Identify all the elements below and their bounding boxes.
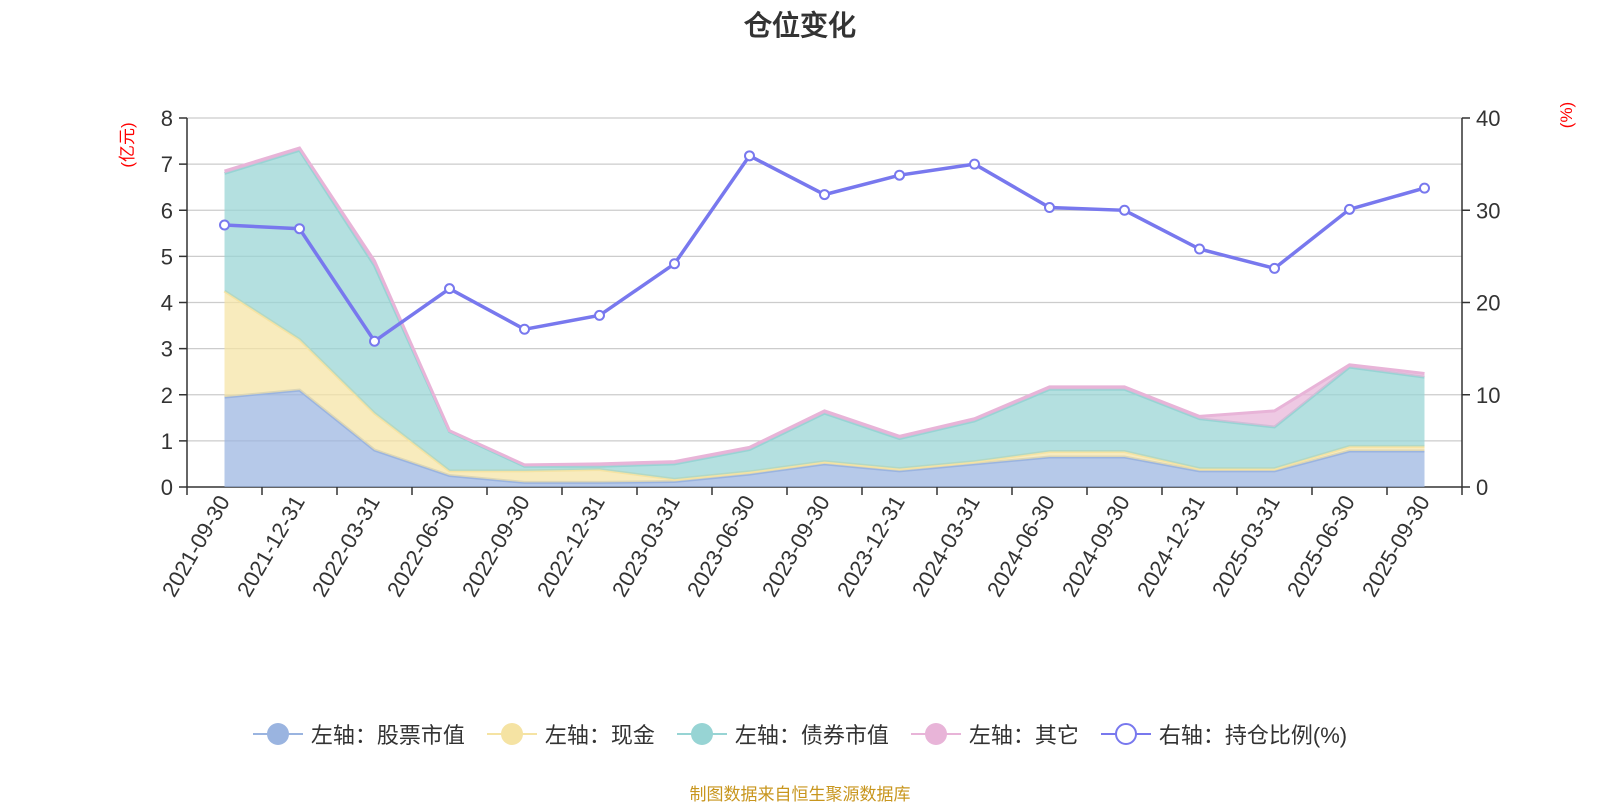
x-axis-tick-label: 2022-06-30 (382, 491, 460, 601)
legend-item-cash[interactable]: 左轴：现金 (486, 718, 655, 750)
chart-canvas: 0123456780102030402021-09-302021-12-3120… (118, 102, 1576, 601)
source-note: 制图数据来自恒生聚源数据库 (689, 785, 911, 804)
legend-label-bond: 左轴：债券市值 (734, 723, 889, 748)
left-axis-tick-label: 0 (161, 475, 173, 500)
ratio-point[interactable] (969, 158, 980, 170)
x-axis-tick-label: 2025-03-31 (1207, 491, 1285, 601)
ratio-point[interactable] (219, 219, 230, 231)
ratio-point[interactable] (744, 150, 755, 162)
ratio-point[interactable] (1119, 204, 1130, 216)
left-axis-tick-label: 4 (161, 291, 173, 316)
left-axis-tick-label: 7 (161, 152, 173, 177)
x-axis-tick-label: 2024-12-31 (1132, 491, 1210, 601)
x-axis-tick-label: 2025-06-30 (1282, 491, 1360, 601)
right-axis-tick-label: 0 (1476, 475, 1488, 500)
legend-swatch-other-icon (910, 720, 961, 748)
ratio-point[interactable] (444, 283, 455, 295)
right-axis-tick-label: 10 (1476, 383, 1500, 408)
ratio-point[interactable] (294, 223, 305, 235)
right-axis-tick-label: 20 (1476, 291, 1500, 316)
x-axis-tick-label: 2024-03-31 (907, 491, 985, 601)
legend-swatch-cash-icon (486, 720, 537, 748)
left-axis-tick-label: 6 (161, 198, 173, 223)
ratio-point[interactable] (819, 189, 830, 201)
ratio-point[interactable] (1344, 203, 1355, 215)
ratio-point[interactable] (1044, 201, 1055, 213)
legend-item-bond[interactable]: 左轴：债券市值 (676, 718, 889, 750)
x-axis-tick-label: 2023-12-31 (832, 491, 910, 601)
ratio-point[interactable] (894, 169, 905, 181)
x-axis-tick-label: 2021-12-31 (232, 491, 310, 601)
legend-label-stock: 左轴：股票市值 (310, 723, 465, 748)
left-axis-unit-label: (亿元) (118, 122, 137, 167)
x-axis-tick-label: 2022-12-31 (532, 491, 610, 601)
x-axis-tick-label: 2023-06-30 (682, 491, 760, 601)
other-area-edge (224, 146, 1425, 467)
x-axis-tick-label: 2025-09-30 (1357, 491, 1435, 601)
legend-item-stock[interactable]: 左轴：股票市值 (252, 718, 465, 750)
stock-value-area (224, 390, 1425, 487)
x-axis-tick-label: 2022-09-30 (457, 491, 535, 601)
right-axis-tick-label: 30 (1476, 198, 1500, 223)
left-axis-tick-label: 5 (161, 244, 173, 269)
ratio-line-path (224, 153, 1425, 344)
x-axis-tick-label: 2024-09-30 (1057, 491, 1135, 601)
x-axis-tick-label: 2021-09-30 (157, 491, 235, 601)
ratio-point[interactable] (369, 335, 380, 347)
ratio-point[interactable] (669, 258, 680, 270)
legend-label-cash: 左轴：现金 (544, 723, 655, 748)
ratio-point[interactable] (594, 309, 605, 321)
ratio-point[interactable] (1194, 243, 1205, 255)
legend-swatch-stock-icon (252, 720, 303, 748)
right-axis-tick-label: 40 (1476, 106, 1500, 131)
chart-legend: 左轴：股票市值 左轴：现金 左轴：债券市值 左轴：其它 右轴：持仓比例(%) (0, 718, 1600, 750)
x-axis-tick-label: 2023-09-30 (757, 491, 835, 601)
chart-title: 仓位变化 (743, 10, 856, 41)
x-axis-tick-label: 2022-03-31 (307, 491, 385, 601)
ratio-point[interactable] (519, 323, 530, 335)
left-axis-tick-label: 2 (161, 383, 173, 408)
legend-label-other: 左轴：其它 (968, 723, 1079, 748)
left-axis-tick-label: 8 (161, 106, 173, 131)
x-axis-tick-label: 2023-03-31 (607, 491, 685, 601)
legend-item-ratio[interactable]: 右轴：持仓比例(%) (1100, 718, 1348, 750)
right-axis-unit-label: (%) (1557, 102, 1576, 128)
left-axis-tick-label: 3 (161, 337, 173, 362)
bond-value-area (224, 150, 1425, 480)
ratio-point[interactable] (1269, 262, 1280, 274)
x-axis-tick-label: 2024-06-30 (982, 491, 1060, 601)
legend-label-ratio: 右轴：持仓比例(%) (1158, 723, 1348, 748)
legend-swatch-bond-icon (676, 720, 727, 748)
position-ratio-line (219, 150, 1430, 347)
legend-item-other[interactable]: 左轴：其它 (910, 718, 1079, 750)
stacked-areas (223, 146, 1425, 487)
legend-swatch-ratio-icon (1100, 720, 1151, 748)
left-axis-tick-label: 1 (161, 429, 173, 454)
ratio-point[interactable] (1419, 182, 1430, 194)
